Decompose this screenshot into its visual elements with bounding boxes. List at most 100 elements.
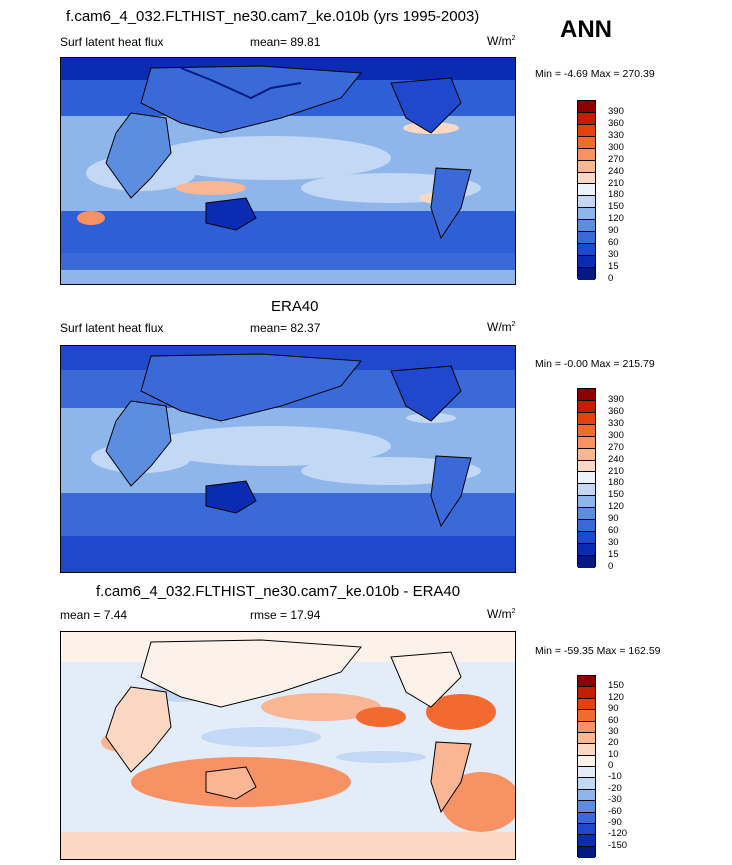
- colorbar-tick-label: 15: [608, 261, 619, 273]
- colorbar-segment: [578, 255, 595, 268]
- colorbar-segment: [578, 124, 595, 137]
- colorbar-segment: [578, 778, 595, 790]
- colorbar-tick-label: 0: [608, 273, 614, 284]
- panel1-units: W/m2: [487, 34, 516, 48]
- colorbar-tick-label: 240: [608, 165, 624, 177]
- colorbar-segment: [578, 172, 595, 185]
- colorbar-tick-label: -20: [608, 782, 622, 794]
- colorbar-tick-label: 0: [608, 561, 614, 572]
- colorbar-tick-label: -60: [608, 805, 622, 817]
- colorbar-tick-label: -10: [608, 771, 622, 783]
- colorbar-segment: [578, 412, 595, 425]
- colorbar-tick-label: 390: [608, 105, 624, 117]
- colorbar-tick-label: 300: [608, 429, 624, 441]
- colorbar-tick-label: 90: [608, 513, 619, 525]
- colorbar-segment: [578, 721, 595, 733]
- colorbar-segment: [578, 687, 595, 699]
- colorbar-tick-label: -90: [608, 816, 622, 828]
- colorbar-segment: [578, 812, 595, 824]
- colorbar-tick-label: 60: [608, 525, 619, 537]
- panel3-title: f.cam6_4_032.FLTHIST_ne30.cam7_ke.010b -…: [96, 583, 461, 600]
- colorbar-tick-label: 15: [608, 549, 619, 561]
- colorbar-segment: [578, 436, 595, 449]
- colorbar-tick-label: -30: [608, 794, 622, 806]
- colorbar-segment: [578, 496, 595, 509]
- colorbar-segment: [578, 835, 595, 847]
- panel3-units: W/m2: [487, 607, 516, 621]
- colorbar-segment: [578, 196, 595, 209]
- colorbar-segment: [578, 267, 595, 280]
- colorbar-segment: [578, 400, 595, 413]
- colorbar-tick-label: 390: [608, 393, 624, 405]
- colorbar-tick-label: 120: [608, 213, 624, 225]
- colorbar-tick-label: 60: [608, 714, 619, 726]
- colorbar-segment: [578, 767, 595, 779]
- colorbar-tick-label: 180: [608, 189, 624, 201]
- colorbar-tick-label: 270: [608, 441, 624, 453]
- panel1-minmax: Min = -4.69 Max = 270.39: [535, 68, 655, 80]
- colorbar-tick-label: 30: [608, 249, 619, 261]
- colorbar-tick-label: 90: [608, 703, 619, 715]
- colorbar-tick-label: 60: [608, 237, 619, 249]
- colorbar-segment: [578, 823, 595, 836]
- panel2-title: ERA40: [271, 298, 319, 315]
- panel2-colorbar: [577, 388, 596, 568]
- panel1-mean: mean= 89.81: [250, 35, 321, 49]
- colorbar-segment: [578, 101, 595, 113]
- panel1-colorbar: [577, 100, 596, 280]
- panel3-mean: mean = 7.44: [60, 608, 128, 622]
- colorbar-segment: [578, 136, 595, 149]
- colorbar-tick-label: 360: [608, 405, 624, 417]
- colorbar-segment: [578, 789, 595, 802]
- colorbar-tick-label: 210: [608, 177, 624, 189]
- colorbar-segment: [578, 208, 595, 221]
- colorbar-tick-label: 150: [608, 489, 624, 501]
- colorbar-tick-label: 240: [608, 453, 624, 465]
- colorbar-tick-label: 150: [608, 201, 624, 213]
- colorbar-segment: [578, 112, 595, 125]
- colorbar-segment: [578, 755, 595, 767]
- colorbar-segment: [578, 710, 595, 722]
- colorbar-segment: [578, 484, 595, 497]
- colorbar-segment: [578, 244, 595, 256]
- panel2-units: W/m2: [487, 320, 516, 334]
- colorbar-tick-label: 330: [608, 129, 624, 141]
- colorbar-segment: [578, 508, 595, 521]
- colorbar-segment: [578, 148, 595, 161]
- colorbar-tick-label: 120: [608, 501, 624, 513]
- colorbar-segment: [578, 801, 595, 813]
- panel3-minmax: Min = -59.35 Max = 162.59: [535, 645, 661, 657]
- colorbar-segment: [578, 698, 595, 711]
- colorbar-tick-label: 10: [608, 748, 619, 760]
- colorbar-segment: [578, 220, 595, 233]
- colorbar-segment: [578, 543, 595, 556]
- colorbar-segment: [578, 184, 595, 197]
- colorbar-segment: [578, 555, 595, 568]
- season-label: ANN: [560, 16, 612, 43]
- panel2-minmax: Min = -0.00 Max = 215.79: [535, 358, 655, 370]
- colorbar-tick-label: 120: [608, 691, 624, 703]
- colorbar-tick-label: 30: [608, 537, 619, 549]
- panel3-map: [60, 631, 516, 860]
- panel1-map: [60, 57, 516, 285]
- colorbar-tick-label: 210: [608, 465, 624, 477]
- panel3-rmse: rmse = 17.94: [250, 608, 321, 622]
- colorbar-tick-label: -150: [608, 839, 628, 851]
- colorbar-segment: [578, 732, 595, 745]
- colorbar-segment: [578, 520, 595, 533]
- colorbar-segment: [578, 389, 595, 401]
- panel1-variable: Surf latent heat flux: [60, 35, 164, 49]
- colorbar-tick-label: 180: [608, 477, 624, 489]
- colorbar-segment: [578, 676, 595, 688]
- colorbar-segment: [578, 232, 595, 245]
- panel2-map: [60, 345, 516, 573]
- panel2-mean: mean= 82.37: [250, 321, 321, 335]
- panel3-colorbar: [577, 675, 596, 858]
- panel2-variable: Surf latent heat flux: [60, 321, 164, 335]
- colorbar-segment: [578, 460, 595, 473]
- colorbar-tick-label: 360: [608, 117, 624, 129]
- colorbar-segment: [578, 424, 595, 437]
- colorbar-tick-label: 330: [608, 417, 624, 429]
- colorbar-tick-label: 0: [608, 760, 614, 771]
- colorbar-tick-label: 20: [608, 737, 619, 749]
